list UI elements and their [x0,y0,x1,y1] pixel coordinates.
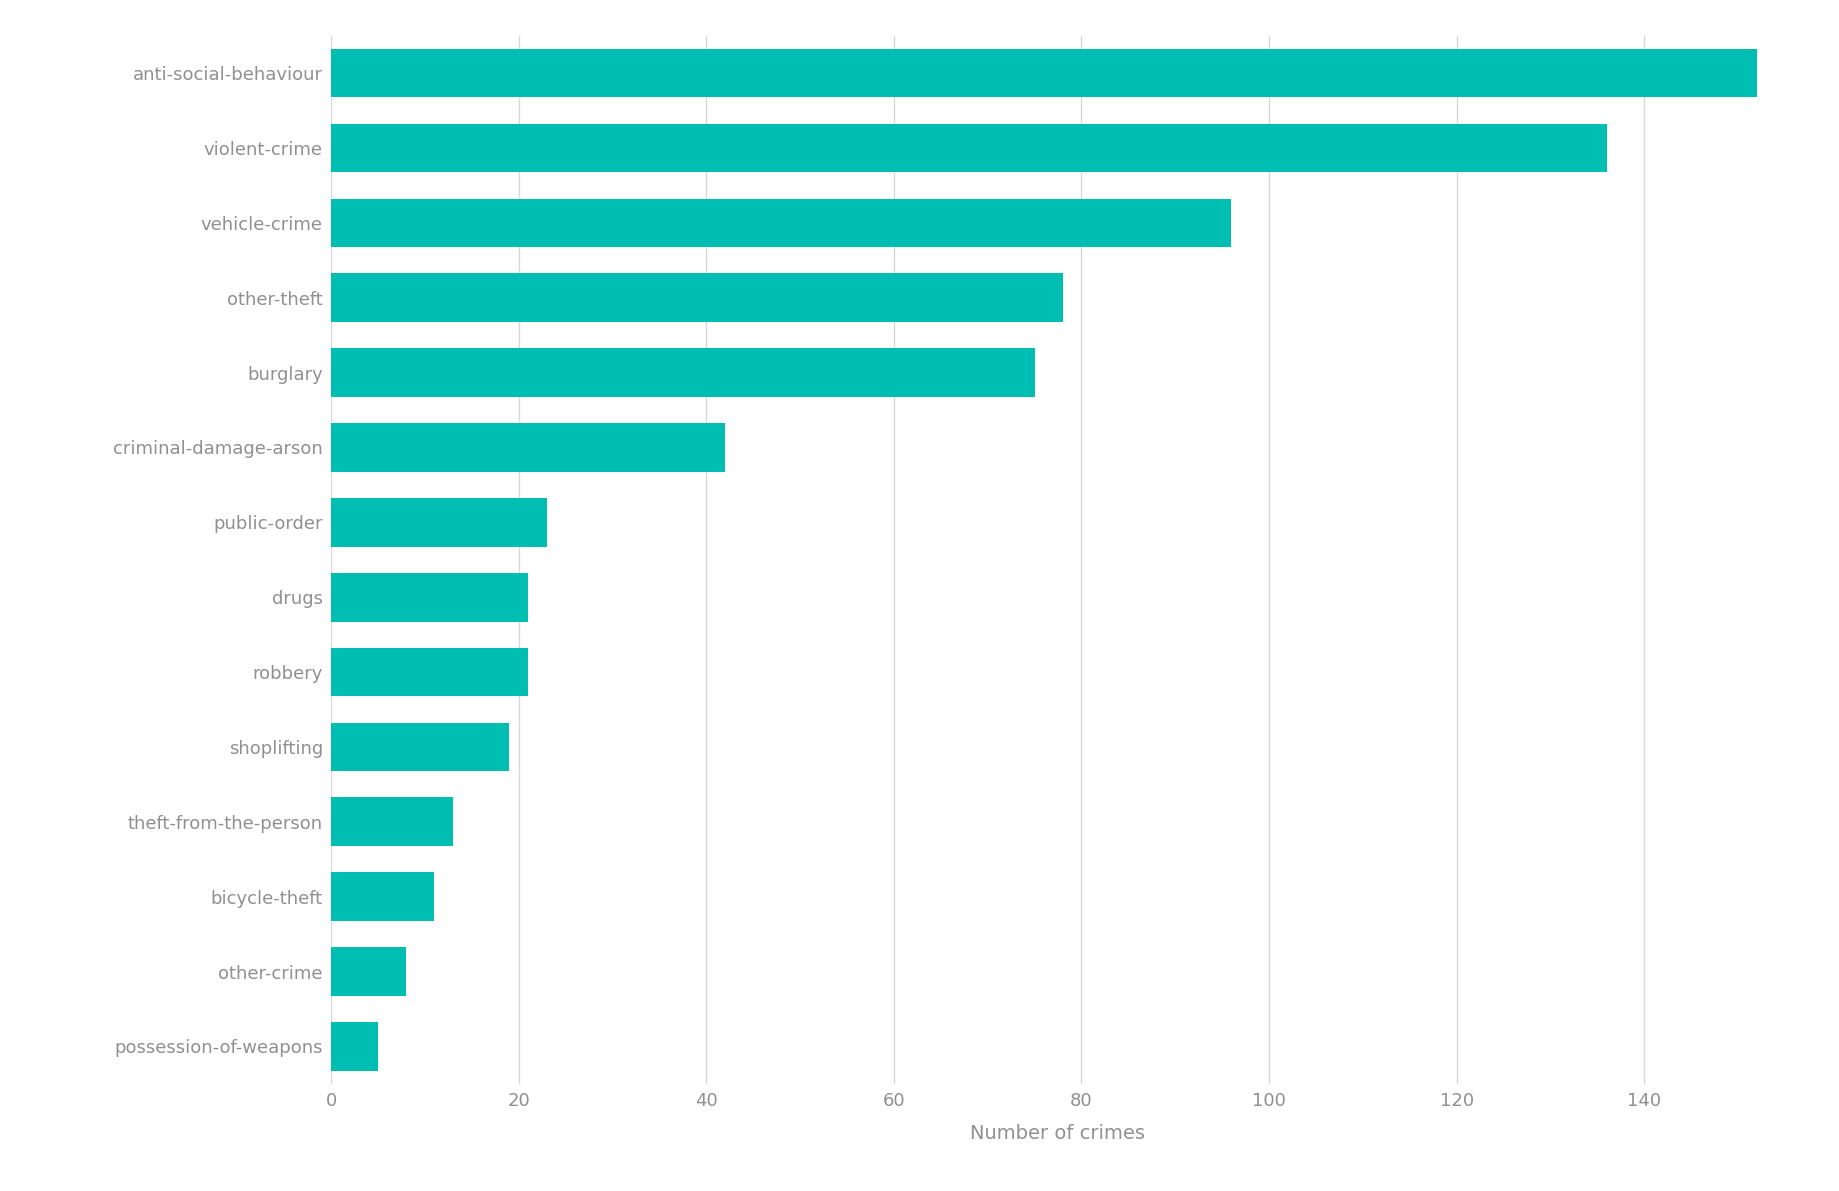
Bar [331,199,1230,248]
X-axis label: Number of crimes: Number of crimes [969,1124,1146,1143]
Bar [331,423,725,472]
Bar [331,348,1034,397]
Bar [331,124,1605,173]
Bar [331,49,1756,98]
Bar [331,1022,377,1071]
Bar [331,274,1063,322]
Bar [331,798,452,846]
Bar [331,947,406,996]
Bar [331,872,434,921]
Bar [331,498,546,547]
Bar [331,573,528,622]
Bar [331,723,509,772]
Bar [331,648,528,697]
